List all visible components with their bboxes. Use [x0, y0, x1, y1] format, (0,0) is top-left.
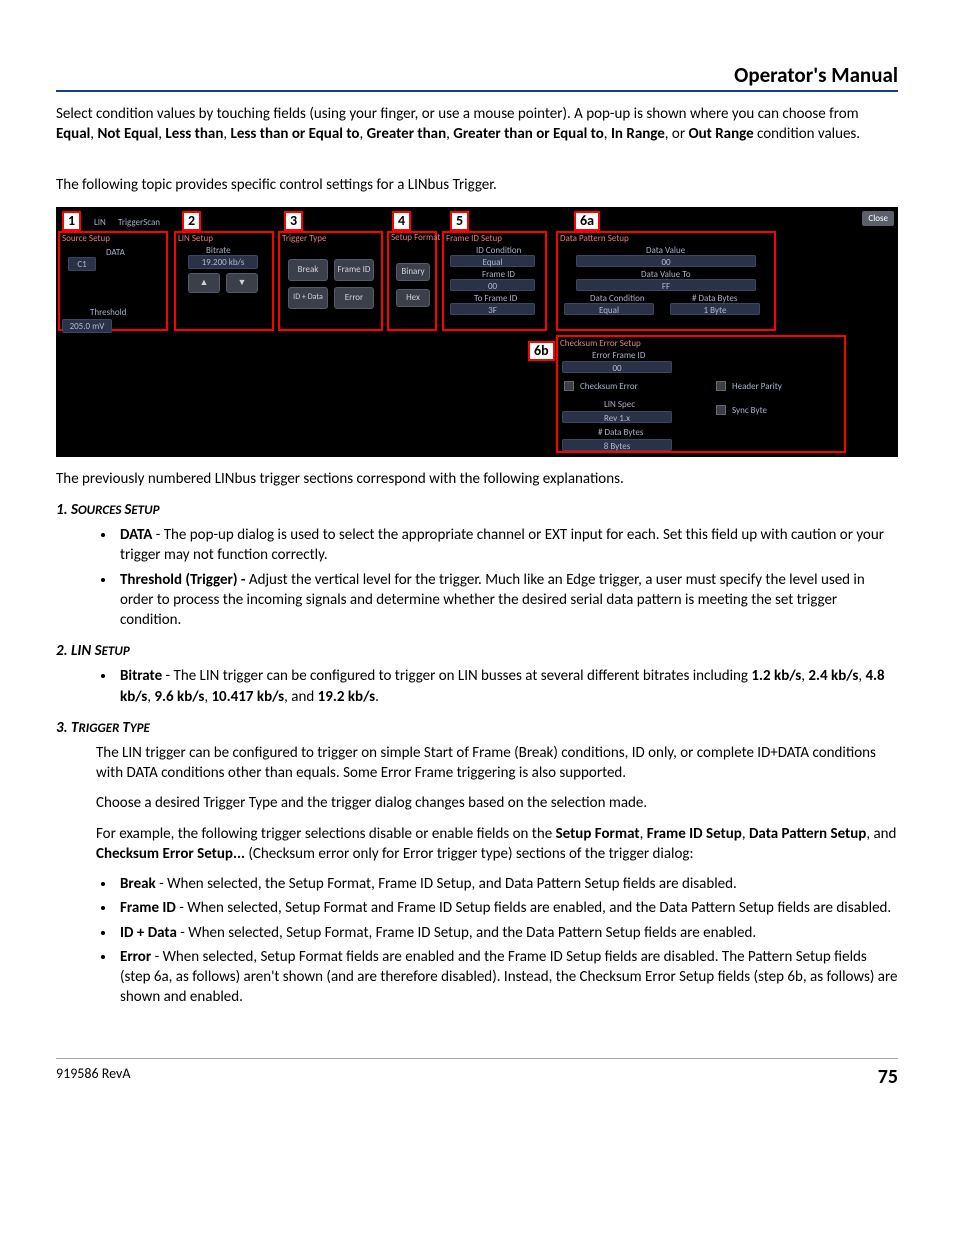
footer-pagenum: 75 [878, 1065, 898, 1089]
p1-threshold-label: Threshold [90, 307, 126, 318]
s3-heading: 3. Trigger Type [56, 719, 898, 737]
badge-6b: 6b [528, 341, 555, 361]
footer-left: 919586 RevA [56, 1065, 130, 1089]
header-title: Operator's Manual [734, 62, 898, 88]
p4-binary-button[interactable]: Binary [396, 263, 430, 281]
p1-threshold-value[interactable]: 205.0 mV [62, 319, 112, 333]
s2-list: Bitrate - The LIN trigger can be configu… [116, 666, 898, 707]
s3-p1: The LIN trigger can be configured to tri… [96, 743, 898, 784]
p6b-nb-label: # Data Bytes [598, 427, 643, 438]
p6b-efid-label: Error Frame ID [592, 350, 645, 361]
p6a-nb-value[interactable]: 1 Byte [670, 303, 760, 315]
s1-b2: Threshold (Trigger) - Adjust the vertica… [116, 570, 898, 631]
page-footer: 919586 RevA 75 [56, 1058, 898, 1089]
p5-toframeid-value[interactable]: 3F [450, 303, 535, 315]
p5-idcond-value[interactable]: Equal [450, 255, 535, 267]
p2-bitrate-value[interactable]: 19.200 kb/s [188, 255, 258, 269]
p3-frameid-button[interactable]: Frame ID [334, 259, 374, 281]
p6b-hp-checkbox[interactable] [716, 381, 726, 391]
p3-title: Trigger Type [282, 233, 326, 244]
close-button[interactable]: Close [862, 211, 894, 226]
p2-title: LIN Setup [178, 233, 213, 244]
p6b-ce-label: Checksum Error [580, 381, 638, 392]
p6b-ce-checkbox[interactable] [564, 381, 574, 391]
tab-triggerscan[interactable]: TriggerScan [118, 217, 160, 228]
s1-list: DATA - The pop-up dialog is used to sele… [116, 525, 898, 630]
s3-b4: Error - When selected, Setup Format fiel… [116, 947, 898, 1008]
s3-b1: Break - When selected, the Setup Format,… [116, 874, 898, 894]
s3-p2: Choose a desired Trigger Type and the tr… [96, 793, 898, 813]
s2-heading: 2. LIN Setup [56, 642, 898, 660]
p6b-ls-value[interactable]: Rev 1.x [562, 411, 672, 423]
tab-lin[interactable]: LIN [94, 217, 106, 228]
p5-title: Frame ID Setup [446, 233, 502, 244]
p6a-dv-value[interactable]: 00 [576, 255, 756, 267]
p6a-dvt-value[interactable]: FF [576, 279, 756, 291]
after-scr-para: The previously numbered LINbus trigger s… [56, 469, 898, 489]
p6b-nb-value[interactable]: 8 Bytes [562, 439, 672, 451]
panel-3-outline [278, 231, 383, 331]
s3-b2: Frame ID - When selected, Setup Format a… [116, 898, 898, 918]
bitrate-up-button[interactable]: ▲ [188, 273, 220, 293]
p3-break-button[interactable]: Break [288, 259, 328, 281]
badge-5: 5 [450, 211, 469, 231]
badge-6a: 6a [574, 211, 600, 231]
p6b-sb-checkbox[interactable] [716, 405, 726, 415]
badge-4: 4 [392, 211, 411, 231]
p6b-ls-label: LIN Spec [604, 399, 635, 410]
linbus-trigger-screenshot: Close 1 LIN TriggerScan Source Setup DAT… [56, 207, 898, 457]
s1-b1: DATA - The pop-up dialog is used to sele… [116, 525, 898, 566]
page-header: Operator's Manual [56, 62, 898, 92]
p6b-efid-value[interactable]: 00 [562, 361, 672, 373]
p1-data-label: DATA [106, 247, 125, 258]
p6a-title: Data Pattern Setup [560, 233, 629, 244]
s3-p3: For example, the following trigger selec… [96, 824, 898, 865]
panel-4-outline [387, 231, 437, 331]
intro-p2: The following topic provides specific co… [56, 175, 898, 195]
p4-hex-button[interactable]: Hex [396, 289, 430, 307]
badge-2: 2 [182, 211, 201, 231]
p1-c1-field[interactable]: C1 [68, 257, 96, 271]
p6b-sb-label: Sync Byte [732, 405, 767, 416]
intro-p1: Select condition values by touching fiel… [56, 104, 898, 145]
badge-1: 1 [62, 211, 81, 231]
p6b-title: Checksum Error Setup [560, 338, 641, 349]
bitrate-down-button[interactable]: ▼ [226, 273, 258, 293]
s3-list: Break - When selected, the Setup Format,… [116, 874, 898, 1008]
p6a-dc-value[interactable]: Equal [564, 303, 654, 315]
badge-3: 3 [284, 211, 303, 231]
p1-title: Source Setup [62, 233, 110, 244]
p5-frameid-value[interactable]: 00 [450, 279, 535, 291]
s1-heading: 1. Sources Setup [56, 501, 898, 519]
p6b-hp-label: Header Parity [732, 381, 782, 392]
s3-b3: ID + Data - When selected, Setup Format,… [116, 923, 898, 943]
intro-p1-text: Select condition values by touching fiel… [56, 105, 859, 123]
p3-iddata-button[interactable]: ID + Data [288, 287, 328, 309]
p4-title: Setup Format [391, 233, 440, 242]
p3-error-button[interactable]: Error [334, 287, 374, 309]
s2-b1: Bitrate - The LIN trigger can be configu… [116, 666, 898, 707]
